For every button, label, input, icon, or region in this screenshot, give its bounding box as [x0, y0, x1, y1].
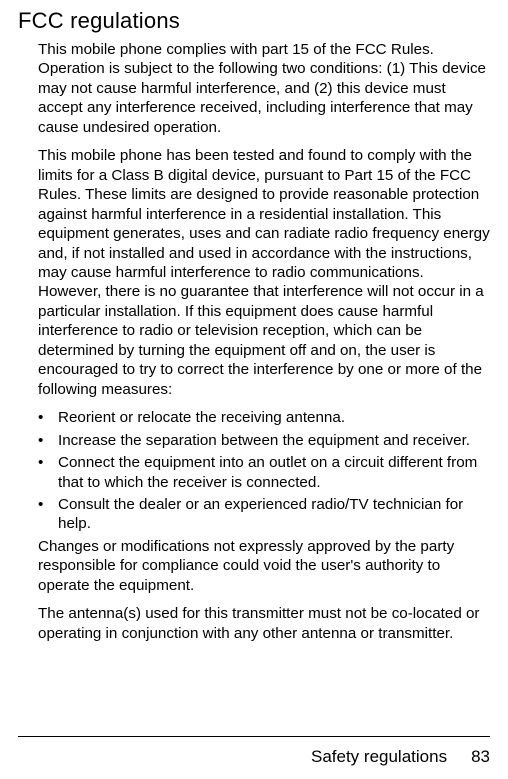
list-item: Consult the dealer or an experienced rad… — [38, 495, 490, 534]
paragraph-4: The antenna(s) used for this transmitter… — [38, 604, 490, 643]
footer-divider — [18, 736, 490, 737]
page-footer: Safety regulations 83 — [311, 747, 490, 767]
footer-page-number: 83 — [471, 747, 490, 767]
bullet-list: Reorient or relocate the receiving anten… — [38, 408, 490, 534]
page-heading: FCC regulations — [18, 8, 490, 34]
footer-section-title: Safety regulations — [311, 747, 447, 767]
list-item: Increase the separation between the equi… — [38, 431, 490, 450]
paragraph-1: This mobile phone complies with part 15 … — [38, 40, 490, 137]
paragraph-3: Changes or modifications not expressly a… — [38, 537, 490, 595]
list-item: Reorient or relocate the receiving anten… — [38, 408, 490, 427]
paragraph-2: This mobile phone has been tested and fo… — [38, 146, 490, 399]
list-item: Connect the equipment into an outlet on … — [38, 453, 490, 492]
